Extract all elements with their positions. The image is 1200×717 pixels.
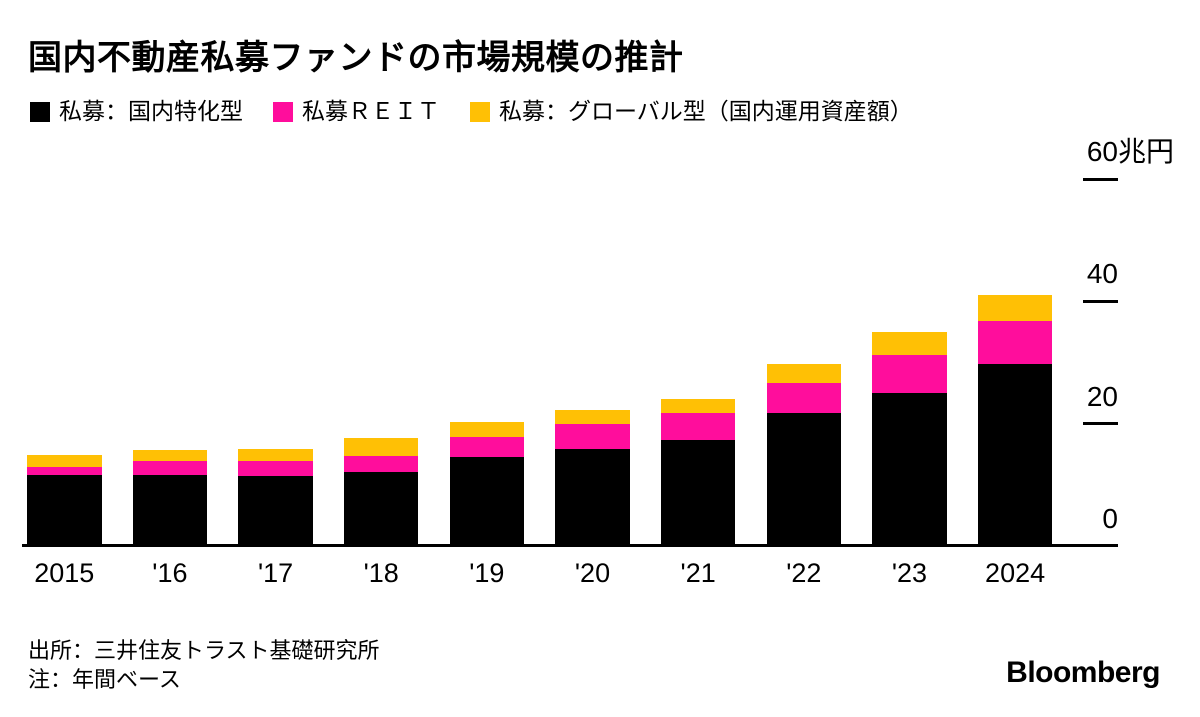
bar-segment-'21-s2 [660,398,736,413]
y-axis-tick-40 [1083,299,1118,303]
bar-segment-2024-s1 [977,320,1053,365]
bar-segment-'23-s1 [872,355,947,393]
bar-segment-2015-s1 [27,466,102,476]
bar-segment-'16-s0 [132,475,208,546]
x-axis-label-'18: '18 [363,558,399,588]
source-text: 出所：三井住友トラスト基礎研究所 [28,638,380,663]
bar-segment-'18-s1 [343,456,419,473]
legend-item-0: 私募：国内特化型 [30,100,243,123]
y-axis-unit: 兆円 [1118,136,1175,168]
bar-segment-'19-s2 [449,422,525,437]
bar-segment-'22-s1 [766,382,842,414]
legend-label: 私募ＲＥＩＴ [302,98,440,124]
legend-item-2: 私募：グローバル型（国内運用資産額） [470,100,913,123]
bar-segment-'21-s1 [660,412,736,440]
bar-segment-'19-s1 [449,436,525,458]
bar-segment-'18-s2 [343,438,419,457]
y-axis-value: 60 [1086,136,1118,168]
x-axis-label-'23: '23 [891,558,928,588]
y-axis-label-60: 60 兆円 [1086,136,1174,168]
bar-segment-'23-s0 [872,392,947,546]
chart-title: 国内不動産私募ファンドの市場規模の推計 [28,39,684,77]
bar-segment-'17-s2 [238,448,313,462]
note-text: 注：年間ベース [28,667,181,692]
bar-segment-'16-s2 [132,450,208,462]
bar-segment-'20-s0 [555,449,630,546]
y-axis-label-20: 20 [1086,380,1118,412]
bar-segment-'17-s0 [238,476,313,546]
legend-label: 私募：国内特化型 [59,98,243,124]
y-axis-label-0: 0 [1102,504,1118,534]
bar-segment-'16-s1 [132,461,208,476]
legend-item-1: 私募ＲＥＩＴ [273,100,440,123]
y-axis-tick-20 [1083,422,1118,426]
legend-label: 私募：グローバル型（国内運用資産額） [499,98,913,124]
legend-swatch-icon [30,101,50,122]
y-axis-value: 0 [1102,503,1118,534]
x-axis-label-'19: '19 [469,558,505,588]
x-axis-label-2015: 2015 [34,558,95,588]
bar-segment-'19-s0 [449,457,525,546]
bar-segment-'21-s0 [660,439,736,546]
x-axis-label-'21: '21 [680,558,716,588]
x-axis-label-'20: '20 [574,558,611,588]
bar-segment-'22-s0 [766,413,842,546]
bar-segment-'22-s2 [766,364,842,383]
bar-segment-'20-s1 [555,423,630,450]
bar-segment-2024-s2 [977,295,1053,321]
y-axis-value: 20 [1086,380,1118,412]
bar-segment-2015-s0 [27,475,102,546]
y-axis-tick-60 [1083,177,1118,181]
legend-swatch-icon [273,101,293,122]
x-axis-label-'16: '16 [152,558,188,588]
legend: 私募：国内特化型 私募ＲＥＩＴ 私募：グローバル型（国内運用資産額） [30,100,913,123]
bar-segment-'18-s0 [343,472,419,546]
bar-segment-2015-s2 [27,454,102,467]
x-axis-label-2024: 2024 [985,558,1046,588]
bar-segment-'23-s2 [872,331,947,356]
y-axis-value: 40 [1086,258,1118,290]
x-axis-label-'22: '22 [786,558,822,588]
bar-segment-'20-s2 [555,409,630,424]
bar-segment-2024-s0 [977,364,1053,546]
y-axis-label-40: 40 [1087,259,1118,289]
bar-segment-'17-s1 [238,461,313,477]
bloomberg-logo: Bloomberg [1006,656,1160,689]
x-axis-label-'17: '17 [257,558,294,588]
legend-swatch-icon [470,101,490,122]
